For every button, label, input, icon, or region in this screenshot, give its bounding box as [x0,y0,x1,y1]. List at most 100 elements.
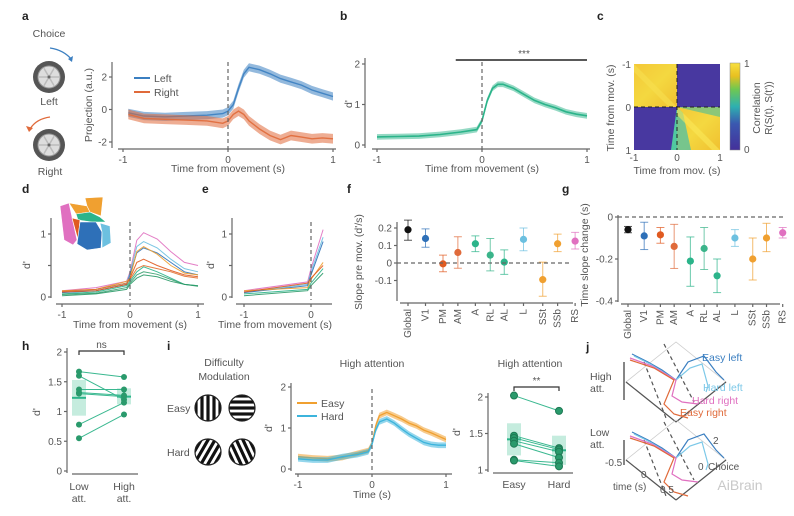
panel-a-x-tick-label: 1 [330,155,336,166]
point-a [76,421,82,428]
panel-h-chart-y-tick-label: 1 [56,407,62,418]
line-area-l [243,237,324,293]
x-tick-label-am: AM [669,310,680,325]
trajectory-easy-right [629,437,689,497]
significance-bracket [78,350,125,355]
panel-g-chart: Global V1 PM AM A RL AL L SSt SSb RS -0.4 -0.2 0 Time … [579,203,789,339]
panel-a-y-label: Projection (a.u.) [83,68,95,142]
time-axis [625,381,677,423]
panel-e-chart: 0 1 -1 0 d' Time from movement (s) [205,218,332,331]
panel-f-chart: Global V1 PM AM A RL AL L SSt SSb RS -0.1 0 0.1 0.2 Slo… [353,214,581,338]
stripe [222,388,262,391]
x-tick-label-ssb: SSb [762,310,773,329]
colorbar [729,62,741,151]
heatmap-diagonal [634,64,677,107]
point-pm [656,231,665,239]
x-label-hard: Hard [548,479,571,491]
spoke [43,144,50,155]
stripe [242,439,255,465]
point-a [471,240,479,248]
legend-easy-left: Easy left [702,352,742,364]
panel-h-chart-y-tick-label: 1.5 [48,377,62,388]
line-area-al [243,272,324,297]
panel-d-x-tick-label: 0 [127,310,133,321]
panel-i-line-x-tick-label: 0 [369,480,375,491]
point-v1 [640,232,648,240]
area-rs [59,202,78,246]
stim-title-line1: Difficulty [204,357,244,369]
x-label-high: High [113,481,135,493]
grating-border [228,438,256,466]
panel-i-line-x-label: Time (s) [353,489,391,501]
panel-d-y-tick-label: 0 [40,293,46,304]
panel-g-y-label: Time slope change (s) [579,203,591,307]
panel-b-x-tick-label: 1 [584,155,590,166]
panel-c-y-tick-label: -1 [622,60,631,71]
pair-line [78,391,125,396]
j-time-tick-pos: 0.5 [660,485,674,496]
x-tick-label-rs: RS [778,310,789,324]
line-hard [297,418,446,461]
row-label-easy: Easy [167,403,191,415]
significance-label: ns [96,340,107,351]
point-pm [439,260,447,268]
point-ssb [554,240,562,248]
stripe [229,439,242,465]
point-b [121,399,127,406]
pair-line [513,459,560,464]
panel-f-y-tick-label: -0.1 [375,276,393,287]
row-label-low: Low [590,427,610,439]
pair-line [513,440,560,453]
x-tick-label-pm: PM [655,310,666,325]
wheel-left-icon [33,61,65,93]
panel-d-y-tick-label: 1 [40,230,46,241]
panel-i-paired-chart: ** 1 1.5 2 High attention d' Easy Hard [451,358,573,491]
panel-i-paired-title: High attention [498,358,563,370]
stripe [229,406,255,410]
panel-g-y-tick-label: -0.4 [596,297,614,308]
trajectory-easy-left [631,431,725,459]
panel-label-c: c [597,9,604,23]
line-area-a [243,268,324,295]
spoke [43,67,50,78]
panel-f-y-tick-label: 0 [386,259,392,270]
panel-label-d: d [22,182,29,196]
point-am [670,242,678,250]
pair-line [513,437,560,451]
panel-i-line-x-tick-label: 1 [443,480,449,491]
panel-g-y-tick-label: 0 [607,213,613,224]
stripe [206,395,210,421]
panel-label-i: i [167,339,170,353]
j-choice-tick-2: 2 [713,436,719,447]
point-a [76,372,82,379]
hub [47,143,51,147]
area-v1 [76,221,103,251]
colorbar-label: Correlation [751,82,763,134]
stripe [207,439,221,465]
point-rs [779,229,787,237]
band-right [128,106,333,145]
high-att-box [625,341,727,423]
panel-i-paired-chart-y-tick-label: 1 [477,466,483,477]
legend-hard-left: Hard left [703,382,743,394]
panel-e-x-tick-label: -1 [240,310,249,321]
area-sst [84,196,104,217]
point-l [731,234,739,242]
x-tick-label-am: AM [453,309,464,324]
panel-a-y-tick-label: -2 [98,138,107,149]
x-label-low-att: att. [72,493,87,505]
panel-h-chart-y-tick-label: 0.5 [48,437,62,448]
spoke [43,135,50,146]
stripes [229,439,255,465]
line-area-ssb [61,246,199,292]
j-time-tick-zero: 0 [641,470,647,481]
trajectory-hard-left [633,355,709,393]
panel-e-x-tick-label: 0 [308,310,314,321]
panel-i-paired-chart-y-tick-label: 1.5 [469,429,483,440]
x-tick-label-v1: V1 [421,309,432,322]
onset-plane-line [663,343,695,403]
band-left [128,63,333,121]
panel-f-y-tick-label: 0.1 [378,241,392,252]
panel-label-j: j [585,340,589,354]
